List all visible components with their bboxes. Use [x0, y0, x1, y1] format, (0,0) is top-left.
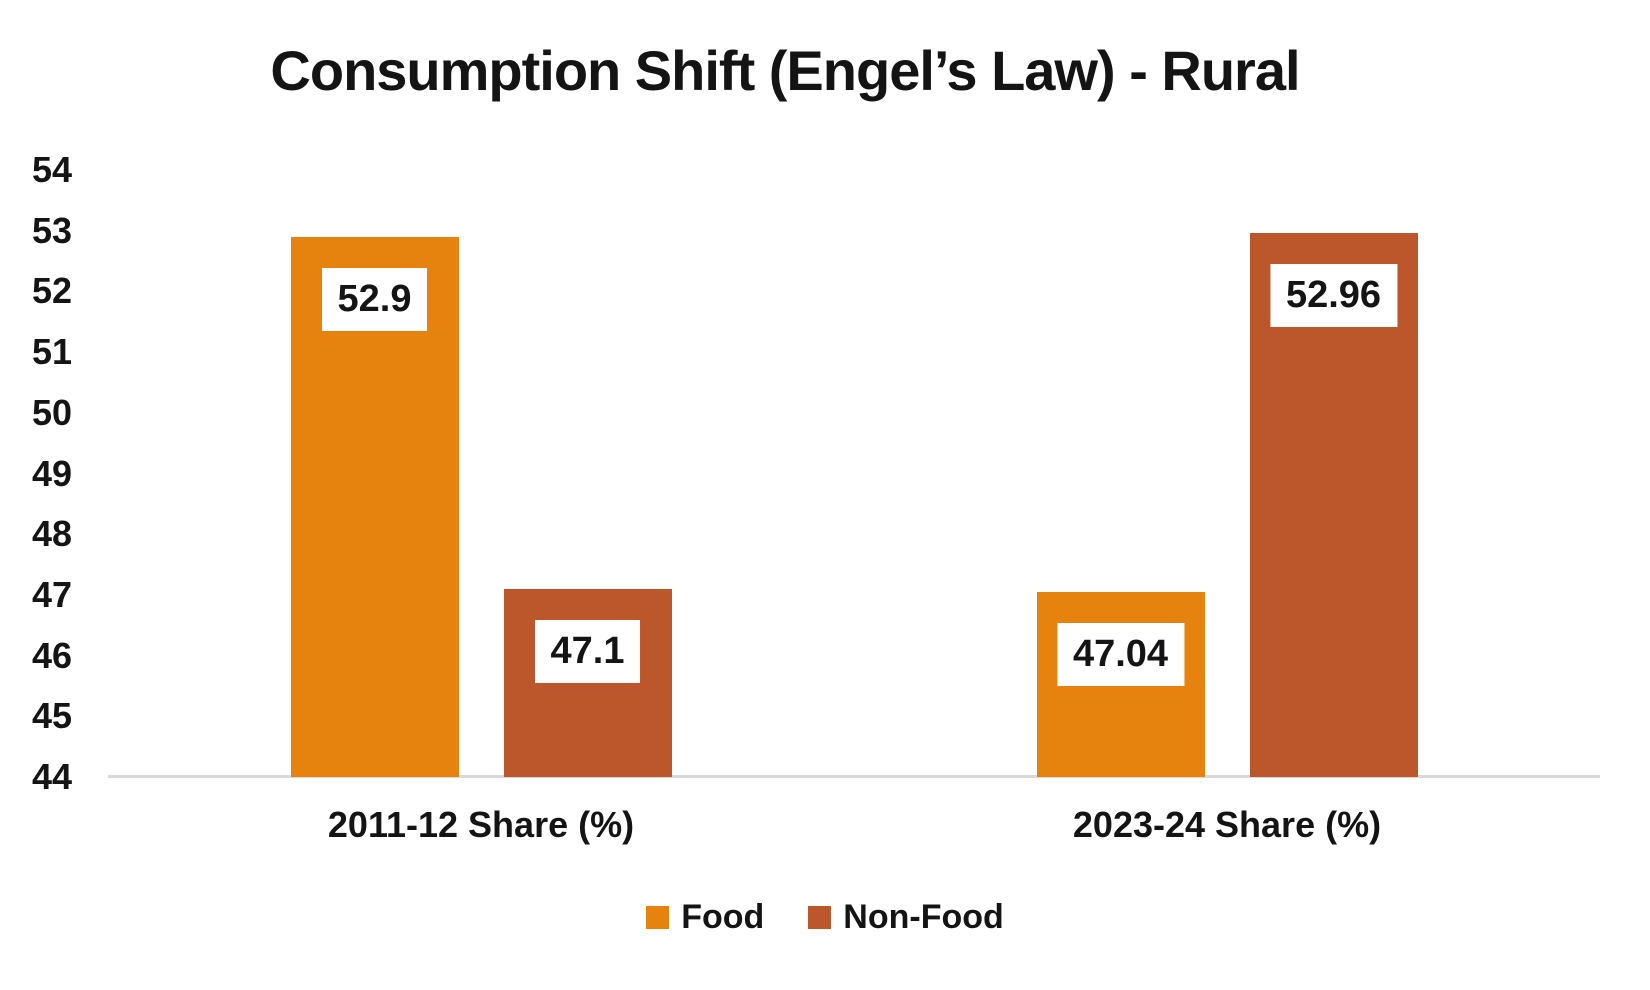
- y-axis-tick-label: 46: [31, 634, 72, 676]
- y-axis-tick-label: 49: [31, 452, 72, 494]
- y-axis-tick-label: 48: [31, 513, 72, 555]
- legend-item-non-food: Non-Food: [808, 898, 1004, 937]
- legend-item-food: Food: [646, 898, 764, 937]
- data-label-non-food-2011-12-share-: 47.1: [534, 619, 641, 683]
- legend-label: Non-Food: [843, 898, 1004, 936]
- data-label-non-food-2023-24-share-: 52.96: [1269, 264, 1398, 328]
- y-axis-tick-label: 47: [31, 573, 72, 615]
- data-label-food-2023-24-share-: 47.04: [1056, 623, 1185, 687]
- y-axis-tick-label: 54: [31, 149, 72, 190]
- legend-swatch-icon: [808, 906, 832, 929]
- x-axis-line: [108, 775, 1600, 778]
- y-axis-tick-label: 44: [31, 756, 72, 797]
- y-axis-tick-label: 50: [31, 391, 72, 433]
- x-axis-category-label: 2011-12 Share (%): [327, 804, 635, 845]
- legend-label: Food: [681, 898, 765, 936]
- y-axis-tick-label: 53: [31, 209, 72, 251]
- bar-non-food-2011-12-share-: [503, 588, 672, 777]
- legend: Food Non-Food: [0, 898, 1650, 937]
- chart-title: Consumption Shift (Engel’s Law) - Rural: [270, 39, 1300, 102]
- y-axis-tick-label: 45: [31, 695, 72, 737]
- data-label-food-2011-12-share-: 52.9: [321, 267, 428, 331]
- y-axis-tick-label: 51: [31, 331, 72, 373]
- y-axis-tick-label: 52: [31, 270, 72, 312]
- legend-swatch-icon: [646, 906, 670, 929]
- x-axis-category-label: 2023-24 Share (%): [1072, 804, 1382, 845]
